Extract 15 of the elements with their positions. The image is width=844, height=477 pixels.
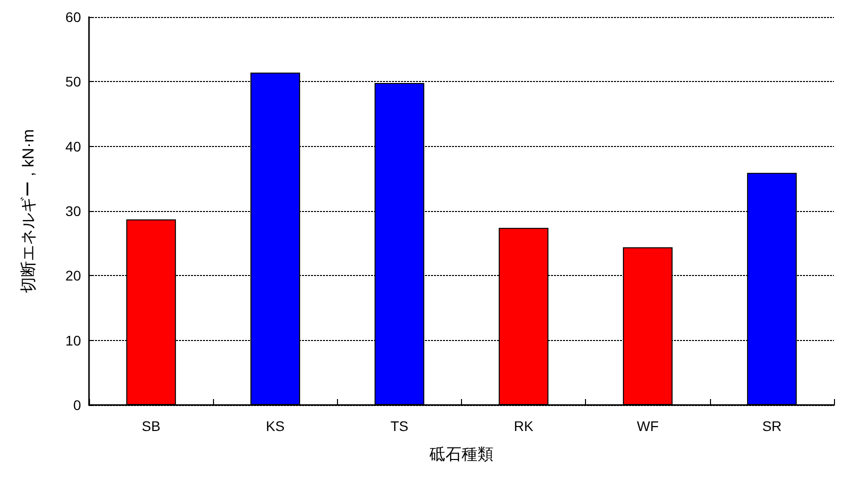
- x-tick-label: SB: [142, 418, 160, 434]
- x-tick-label: WF: [636, 418, 659, 434]
- x-tick-label: KS: [266, 418, 285, 434]
- y-tick-label: 30: [65, 203, 82, 219]
- y-axis-title: 切断エネルギー , kN·m: [20, 129, 38, 293]
- y-tick-label: 0: [73, 397, 82, 413]
- x-axis-title: 砥石種類: [428, 446, 494, 464]
- y-tick-label: 20: [65, 268, 82, 284]
- y-tick-label: 10: [65, 332, 82, 348]
- y-tick-label: 60: [65, 9, 82, 25]
- x-tick-label: SR: [762, 418, 782, 434]
- x-tick-label: RK: [514, 418, 534, 434]
- x-tick-label: TS: [390, 418, 408, 434]
- y-tick-label: 50: [65, 74, 82, 90]
- y-tick-label: 40: [65, 138, 82, 154]
